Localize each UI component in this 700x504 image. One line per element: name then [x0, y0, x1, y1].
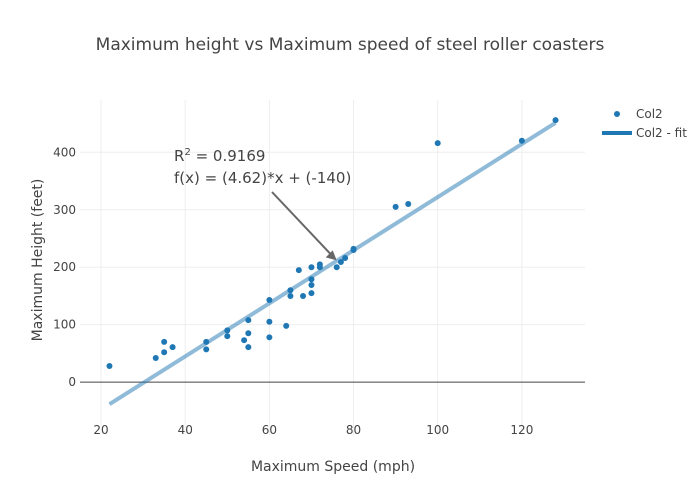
x-tick-label: 120 [510, 423, 533, 437]
point [266, 334, 273, 341]
point [392, 203, 399, 210]
x-tick-label: 60 [262, 423, 277, 437]
point [245, 344, 252, 351]
y-tick-label: 200 [53, 260, 76, 274]
point [333, 264, 340, 271]
y-tick-label: 300 [53, 203, 76, 217]
point [161, 338, 168, 345]
annotation-part: 2 [184, 147, 190, 158]
y-axis-title: Maximum Height (feet) [30, 179, 46, 342]
legend-marker [614, 111, 620, 117]
y-tick-label: 100 [53, 318, 76, 332]
point [224, 333, 231, 340]
point [161, 349, 168, 356]
y-tick-label: 0 [68, 375, 76, 389]
point [152, 355, 159, 362]
annotation-part: R [174, 147, 184, 165]
point [241, 337, 248, 344]
legend: Col2 Col2 - fit [602, 107, 687, 140]
point [308, 264, 315, 271]
point [308, 290, 315, 297]
x-tick-label: 20 [93, 423, 108, 437]
annotation-r2: R2 = 0.9169 [174, 147, 265, 165]
point [287, 292, 294, 299]
point [203, 346, 210, 353]
point [308, 282, 315, 289]
chart-title: Maximum height vs Maximum speed of steel… [96, 35, 605, 55]
x-tick-label: 40 [178, 423, 193, 437]
point [169, 344, 176, 351]
annotation-arrow [271, 191, 334, 258]
grid: 20 40 60 80 100 120 0 100 200 300 400 [53, 100, 585, 437]
point [405, 201, 412, 208]
legend-label: Col2 - fit [636, 126, 687, 140]
annotation-formula: f(x) = (4.62)*x + (-140) [174, 169, 351, 187]
point [106, 363, 113, 370]
point [295, 267, 302, 274]
plot-area [106, 117, 559, 406]
point [300, 292, 307, 299]
point [316, 261, 323, 268]
x-tick-label: 100 [426, 423, 449, 437]
point [245, 330, 252, 337]
point [266, 318, 273, 325]
point [434, 140, 441, 147]
y-tick-label: 400 [53, 145, 76, 159]
fit-line [108, 121, 557, 406]
arrow-head [325, 250, 337, 261]
point [283, 322, 290, 329]
x-tick-label: 80 [346, 423, 361, 437]
legend-label: Col2 [636, 107, 663, 121]
x-axis-title: Maximum Speed (mph) [251, 459, 415, 475]
annotation-part: = 0.9169 [191, 147, 266, 165]
